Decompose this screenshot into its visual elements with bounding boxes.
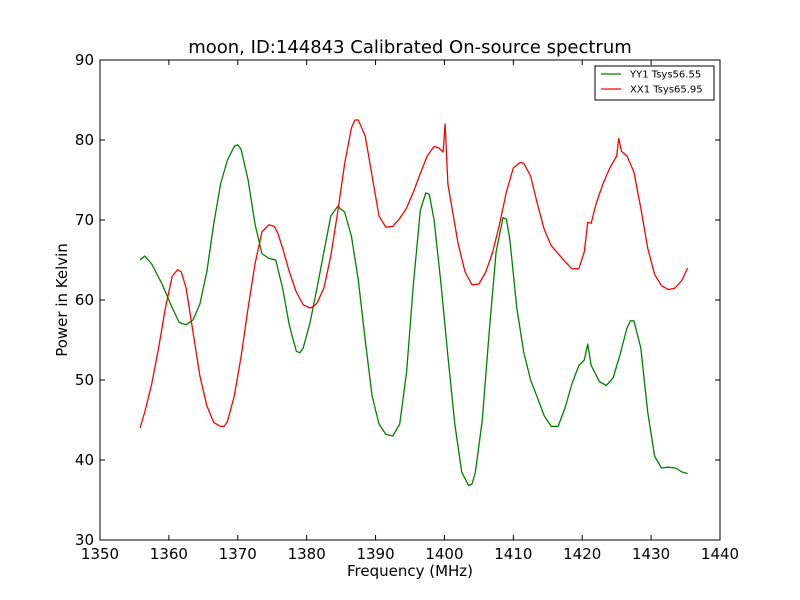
x-axis-label: Frequency (MHz) [347, 562, 473, 580]
x-tick-label: 1430 [632, 545, 670, 563]
x-tick-label: 1440 [701, 545, 739, 563]
x-tick-label: 1350 [81, 545, 119, 563]
y-tick-label: 60 [75, 291, 94, 309]
x-tick-label: 1420 [563, 545, 601, 563]
y-tick-label: 50 [75, 371, 94, 389]
plot-lines [139, 119, 689, 487]
x-tick-label: 1370 [219, 545, 257, 563]
legend-box [594, 65, 715, 101]
y-tick-label: 30 [75, 531, 94, 549]
series-line-yy1 [139, 144, 688, 487]
legend-label-xx1: XX1 Tsys65.95 [630, 85, 703, 96]
y-axis-label: Power in Kelvin [53, 243, 71, 357]
x-tick-label: 1410 [494, 545, 532, 563]
y-tick-label: 90 [75, 51, 94, 69]
x-tick-label: 1390 [356, 545, 394, 563]
y-tick-label: 40 [75, 451, 94, 469]
legend: YY1 Tsys56.55 XX1 Tsys65.95 [594, 65, 715, 101]
y-axis: 30 40 50 60 70 80 90 [75, 51, 720, 549]
chart-title: moon, ID:144843 Calibrated On-source spe… [188, 37, 632, 58]
x-tick-label: 1380 [288, 545, 326, 563]
legend-label-yy1: YY1 Tsys56.55 [629, 70, 701, 81]
x-tick-label: 1360 [150, 545, 188, 563]
x-axis: 1350 1360 1370 1380 1390 1400 1410 1420 1430 1440 [81, 60, 739, 563]
y-tick-label: 70 [75, 211, 94, 229]
x-tick-label: 1400 [425, 545, 463, 563]
series-line-xx1 [139, 119, 689, 429]
y-tick-label: 80 [75, 131, 94, 149]
